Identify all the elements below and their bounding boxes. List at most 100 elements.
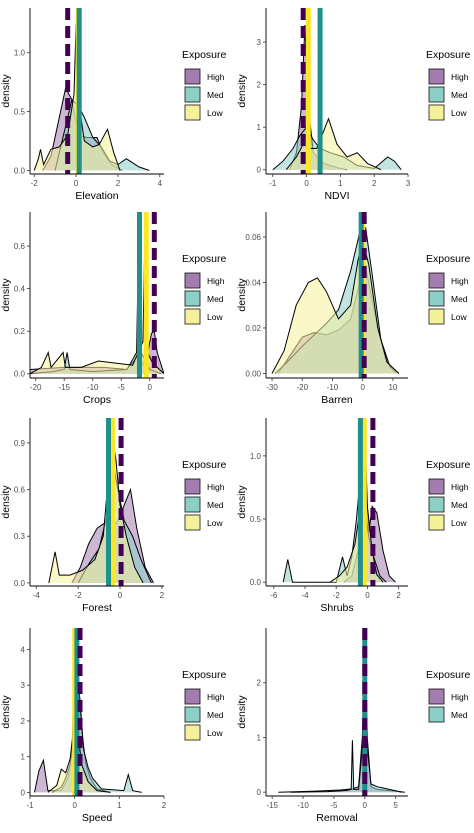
legend-title: Exposure	[182, 253, 227, 265]
legend-label-med: Med	[451, 500, 468, 510]
x-tick-label: -10	[297, 801, 309, 810]
x-tick-label: 2	[116, 179, 121, 188]
legend-label-med: Med	[207, 710, 224, 720]
y-tick-label: 0.4	[14, 285, 26, 294]
x-tick-label: 1	[338, 179, 343, 188]
legend-key-high	[184, 68, 201, 85]
x-tick-label: -5	[118, 383, 126, 392]
legend-key-high	[428, 478, 445, 495]
y-tick-label: 2	[257, 81, 262, 90]
y-tick-label: 0.3	[14, 532, 26, 541]
y-axis-label: density	[0, 74, 12, 108]
x-tick-label: -2	[75, 591, 83, 600]
y-tick-label: 0	[21, 788, 26, 797]
legend-label-med: Med	[451, 710, 468, 720]
y-tick-label: 0.2	[14, 327, 26, 336]
y-tick-label: 0.0	[14, 166, 26, 175]
density-panel-shrubs: -6 -4 -2 0 2 0.0 0.5 1.0 Shrubs density Exposure Hi…	[236, 418, 471, 614]
x-tick-label: 2	[162, 801, 167, 810]
x-axis-label: Speed	[82, 812, 113, 824]
legend-label-high: High	[207, 72, 225, 82]
y-tick-label: 0.6	[14, 486, 26, 495]
x-axis-label: Barren	[321, 394, 353, 406]
legend-title: Exposure	[426, 253, 471, 265]
plot-area	[271, 212, 400, 378]
legend: Exposure High Med Low	[426, 253, 471, 325]
legend-key-low	[428, 514, 445, 531]
legend-label-low: Low	[207, 518, 223, 528]
density-panel-elevation: -2 0 2 4 0.0 0.5 1.0 Elevation density Exposure Hi…	[0, 8, 227, 202]
x-tick-label: -4	[301, 591, 309, 600]
x-axis-label: NDVI	[324, 190, 349, 202]
density-panel-ndvi: -1 0 1 2 3 0 1 2 3 NDVI density Exposure High Med Low	[236, 8, 471, 202]
legend-key-high	[428, 68, 445, 85]
legend-title: Exposure	[426, 669, 471, 681]
x-tick-label: -20	[296, 383, 308, 392]
legend-label-med: Med	[207, 90, 224, 100]
x-tick-label: -2	[31, 179, 39, 188]
x-tick-label: 3	[406, 179, 411, 188]
legend-title: Exposure	[426, 49, 471, 61]
legend-label-med: Med	[207, 294, 224, 304]
legend: Exposure High Med	[426, 669, 471, 723]
legend-label-high: High	[207, 276, 225, 286]
legend-label-high: High	[451, 482, 469, 492]
y-tick-label: 1	[257, 733, 262, 742]
y-tick-label: 0.0	[250, 578, 262, 587]
legend-key-med	[184, 290, 201, 307]
density-line-med	[54, 98, 150, 171]
density-area-high	[278, 638, 405, 793]
y-tick-label: 0.0	[14, 579, 26, 588]
y-tick-label: 0.6	[14, 242, 26, 251]
legend-label-low: Low	[451, 312, 467, 322]
y-tick-label: 0.0	[14, 370, 26, 379]
y-tick-label: 0.5	[14, 108, 26, 117]
x-tick-label: -20	[30, 383, 42, 392]
legend-key-med	[428, 496, 445, 513]
x-tick-label: -2	[333, 591, 341, 600]
y-tick-label: 1	[21, 753, 26, 762]
legend: Exposure High Med Low	[426, 459, 471, 531]
x-axis-label: Shrubs	[320, 602, 353, 614]
legend-label-low: Low	[207, 728, 223, 738]
y-tick-label: 3	[257, 38, 262, 47]
y-axis-label: density	[236, 278, 248, 312]
density-line-high	[278, 638, 405, 793]
legend-label-med: Med	[451, 90, 468, 100]
legend-key-low	[184, 724, 201, 741]
legend-label-low: Low	[451, 108, 467, 118]
legend-key-high	[184, 688, 201, 705]
legend-key-med	[428, 86, 445, 103]
density-panel-forest: -4 -2 0 2 0.0 0.3 0.6 0.9 Forest density Exposure H…	[0, 418, 227, 614]
x-tick-label: 1	[117, 801, 122, 810]
x-tick-label: -15	[266, 801, 278, 810]
legend-label-low: Low	[207, 108, 223, 118]
y-axis-label: density	[236, 485, 248, 519]
legend-key-high	[428, 272, 445, 289]
legend-label-high: High	[451, 692, 469, 702]
legend-label-high: High	[207, 692, 225, 702]
x-tick-label: -15	[58, 383, 70, 392]
y-tick-label: 0.06	[245, 233, 261, 242]
y-axis-label: density	[0, 278, 12, 312]
x-tick-label: 0	[74, 179, 79, 188]
x-tick-label: -10	[327, 383, 339, 392]
y-tick-label: 2	[21, 717, 26, 726]
y-tick-label: 0.5	[250, 515, 262, 524]
x-tick-label: 4	[158, 179, 163, 188]
legend-key-high	[428, 688, 445, 705]
plot-area	[30, 212, 164, 378]
x-axis-label: Elevation	[75, 190, 118, 202]
density-panel-barren: -30 -20 -10 0 10 0.00 0.02 0.04 0.06 Barren densit…	[236, 212, 471, 406]
y-tick-label: 4	[21, 645, 26, 654]
x-tick-label: 2	[160, 591, 165, 600]
legend-title: Exposure	[182, 459, 227, 471]
legend-label-low: Low	[207, 312, 223, 322]
x-tick-label: 0	[360, 383, 365, 392]
density-panel-removal: -15 -10 -5 0 5 0 1 2 Removal density Exposure High M…	[236, 628, 471, 824]
legend-key-med	[428, 290, 445, 307]
y-tick-label: 0.04	[245, 278, 261, 287]
y-tick-label: 0	[257, 788, 262, 797]
x-tick-label: -4	[33, 591, 41, 600]
